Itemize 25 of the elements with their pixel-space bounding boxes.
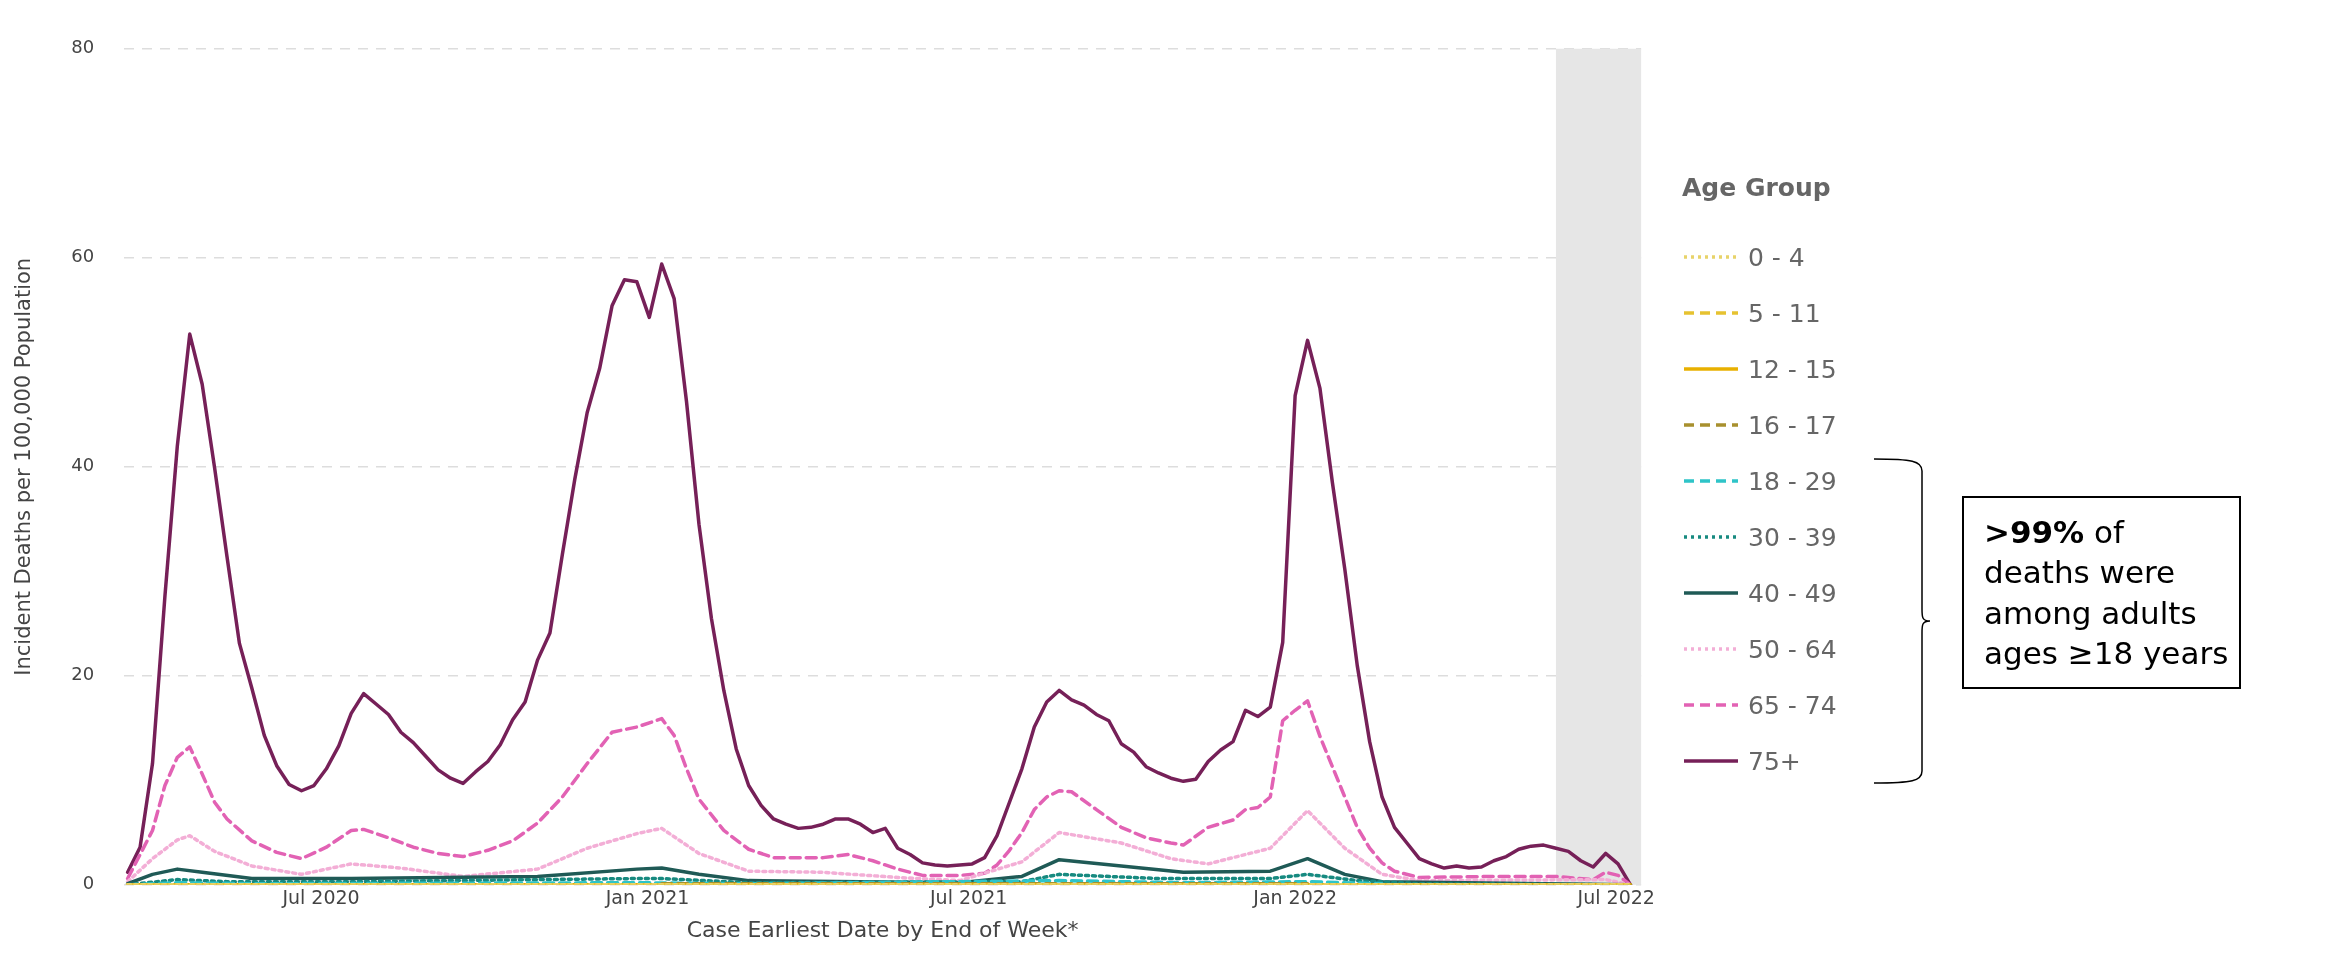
y-tick-label: 0 bbox=[82, 872, 95, 894]
y-tick-label: 80 bbox=[71, 36, 95, 58]
y-tick-label: 20 bbox=[71, 663, 95, 685]
legend-label: 18 - 29 bbox=[1748, 466, 1837, 496]
x-tick-label: Jan 2021 bbox=[604, 886, 690, 909]
x-tick-label: Jul 2020 bbox=[281, 886, 360, 909]
legend-label: 5 - 11 bbox=[1748, 298, 1821, 328]
legend-label: 40 - 49 bbox=[1748, 578, 1837, 608]
legend-label: 0 - 4 bbox=[1748, 242, 1805, 272]
x-tick-label: Jul 2021 bbox=[929, 886, 1008, 909]
x-tick-label: Jul 2022 bbox=[1576, 886, 1655, 909]
y-tick-label: 40 bbox=[71, 454, 95, 476]
legend-label: 12 - 15 bbox=[1748, 354, 1837, 384]
legend-label: 50 - 64 bbox=[1748, 634, 1837, 664]
legend-label: 16 - 17 bbox=[1748, 410, 1837, 440]
legend-label: 65 - 74 bbox=[1748, 690, 1837, 720]
x-tick-label: Jan 2022 bbox=[1252, 886, 1337, 909]
text: >99% of deaths were among adults ages ≥18 years bbox=[1962, 496, 2241, 690]
y-tick-label: 60 bbox=[71, 245, 95, 267]
legend-label: 75+ bbox=[1748, 746, 1801, 776]
legend-label: 30 - 39 bbox=[1748, 522, 1837, 552]
x-axis-title: Case Earliest Date by End of Week* bbox=[686, 916, 1079, 942]
line-series bbox=[125, 699, 1633, 885]
y-axis-title: Incident Deaths per 100,000 Population bbox=[11, 257, 36, 676]
legend-title: Age Group bbox=[1682, 173, 1832, 204]
